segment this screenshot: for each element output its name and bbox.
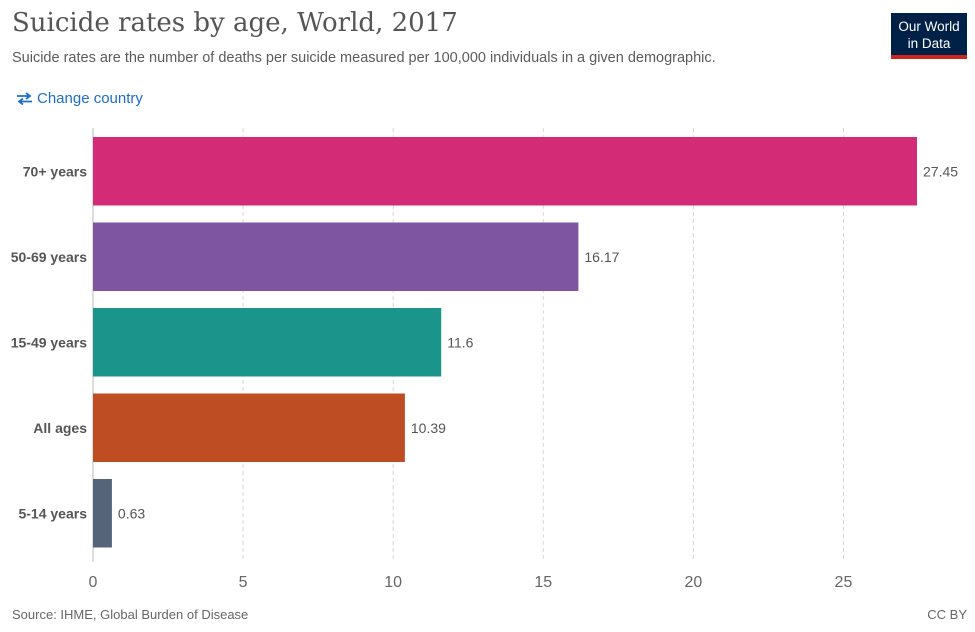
change-country-label: Change country: [37, 90, 143, 107]
source-note: Source: IHME, Global Burden of Disease: [12, 607, 249, 622]
bar-chart: 0 5 10 15 20 25 70+ years 27.45 50-69 years 16.17…: [11, 128, 958, 591]
x-tick-label: 5: [239, 574, 248, 591]
change-country-button[interactable]: Change country: [16, 90, 143, 107]
bar: [93, 393, 405, 462]
category-label: 50-69 years: [11, 249, 88, 265]
bar: [93, 222, 579, 291]
value-label: 10.39: [411, 420, 446, 436]
x-tick-label: 0: [89, 574, 98, 591]
license-link[interactable]: CC BY: [927, 607, 967, 622]
value-label: 27.45: [923, 163, 958, 179]
chart-title: Suicide rates by age, World, 2017: [12, 8, 458, 38]
category-label: 70+ years: [23, 163, 87, 179]
bar: [93, 137, 917, 206]
x-tick-label: 20: [684, 574, 702, 591]
category-label: All ages: [33, 420, 87, 436]
x-tick-label: 10: [384, 574, 402, 591]
bar: [93, 479, 112, 548]
x-tick-label: 25: [835, 574, 853, 591]
category-label: 5-14 years: [18, 505, 87, 521]
owid-logo[interactable]: Our World in Data: [891, 13, 967, 59]
chart-subtitle: Suicide rates are the number of deaths p…: [12, 50, 716, 66]
category-label: 15-49 years: [11, 334, 88, 350]
logo-line-2: in Data: [907, 36, 951, 51]
swap-arrows-icon: [16, 92, 33, 105]
logo-line-1: Our World: [898, 19, 960, 34]
value-label: 0.63: [118, 505, 145, 521]
value-label: 16.17: [584, 249, 619, 265]
value-label: 11.6: [447, 334, 473, 350]
x-tick-label: 15: [534, 574, 552, 591]
bar: [93, 308, 442, 377]
